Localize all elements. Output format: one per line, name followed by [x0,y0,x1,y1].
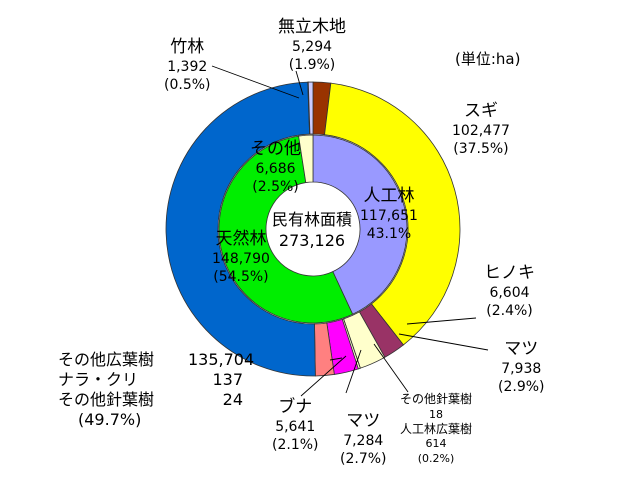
label-value: 7,938 [501,361,542,378]
group-row: ナラ・クリ 137 [58,370,243,390]
label-matsu-planted: マツ 7,938 (2.9%) [498,338,545,396]
inner-value: 6,686 [255,161,296,178]
leader-line-2 [406,317,477,325]
label-value: 137 [212,370,243,389]
group-pct: (49.7%) [78,410,142,429]
label-pct: (2.7%) [340,451,387,468]
label-hinoki: ヒノキ 6,604 (2.4%) [484,262,535,320]
label-value: 7,284 [343,433,384,450]
inner-pct: (54.5%) [213,269,269,286]
center-label: 民有林面積 273,126 [272,210,352,252]
outer-slice-1 [324,82,461,346]
label-value: 614 [425,437,447,451]
label-sugi: スギ 102,477 (37.5%) [452,100,510,158]
label-small-planted: その他針葉樹 18 人工林広葉樹 614 (0.2%) [400,392,472,466]
inner-label-jinkourin: 人工林 117,651 43.1% [360,185,418,243]
center-value: 273,126 [278,230,346,250]
label-name: マツ [346,411,381,431]
center-title: 民有林面積 [272,210,353,229]
label-muritsubokuchi: 無立木地 5,294 (1.9%) [278,16,346,74]
leader-line-4 [373,343,409,393]
inner-pct: 43.1% [366,226,412,243]
label-value: 135,704 [188,350,255,369]
leader-line-0 [295,70,304,96]
group-row: その他広葉樹 135,704 [58,350,255,370]
leader-line-6 [300,355,347,397]
label-value: 6,604 [489,285,530,302]
inner-value: 117,651 [360,208,418,225]
label-pct: (1.9%) [288,57,336,74]
label-pct: (2.4%) [486,303,533,320]
outer-slice-8 [165,81,316,377]
label-name: 人工林広葉樹 [400,421,473,436]
leader-line-1 [211,65,300,99]
leader-line-3 [398,333,489,351]
inner-value: 148,790 [212,251,270,268]
label-name: ブナ [278,397,313,417]
inner-slice-1 [218,135,354,324]
inner-slice-2 [298,134,314,184]
leader-line-7 [329,357,343,361]
label-value: 18 [429,407,443,421]
inner-label-sonota: その他 6,686 (2.5%) [250,138,301,196]
inner-label-tennenrin: 天然林 148,790 (54.5%) [212,228,270,286]
label-chikurin: 竹林 1,392 (0.5%) [164,36,211,94]
label-matsu-natural: マツ 7,284 (2.7%) [340,410,387,468]
inner-name: 天然林 [215,229,267,249]
label-buna: ブナ 5,641 (2.1%) [272,396,319,454]
broadleaf-group-label: その他広葉樹 135,704 ナラ・クリ 137 その他針葉樹 24 (49.7… [58,350,255,430]
label-value: 102,477 [452,123,510,140]
inner-name: その他 [250,139,301,159]
label-value: 5,294 [291,39,333,56]
inner-slice-0 [312,134,408,315]
label-pct: (0.2%) [417,451,455,465]
label-name: その他針葉樹 [400,392,473,406]
unit-label: (単位:ha) [455,50,521,68]
label-pct: (37.5%) [453,141,509,158]
label-pct: (2.9%) [498,379,545,396]
label-pct: (2.1%) [272,437,319,454]
label-value: 24 [222,390,243,409]
label-name: ヒノキ [484,263,535,283]
inner-name: 人工林 [363,186,415,206]
label-name: 無立木地 [278,17,346,37]
inner-pct: (2.5%) [252,179,299,196]
group-row: その他針葉樹 24 [58,390,243,410]
outer-slice-11 [307,81,314,135]
label-value: 5,641 [275,419,316,436]
label-name: ナラ・クリ [58,370,139,389]
label-name: その他針葉樹 [58,390,155,409]
label-name: スギ [463,101,498,121]
group-row: (49.7%) [58,410,243,430]
leader-line-5 [345,349,362,394]
label-pct: (0.5%) [164,77,211,94]
label-name: マツ [504,339,539,359]
label-name: その他広葉樹 [58,350,155,369]
label-value: 1,392 [167,59,208,76]
label-name: 竹林 [170,37,205,57]
